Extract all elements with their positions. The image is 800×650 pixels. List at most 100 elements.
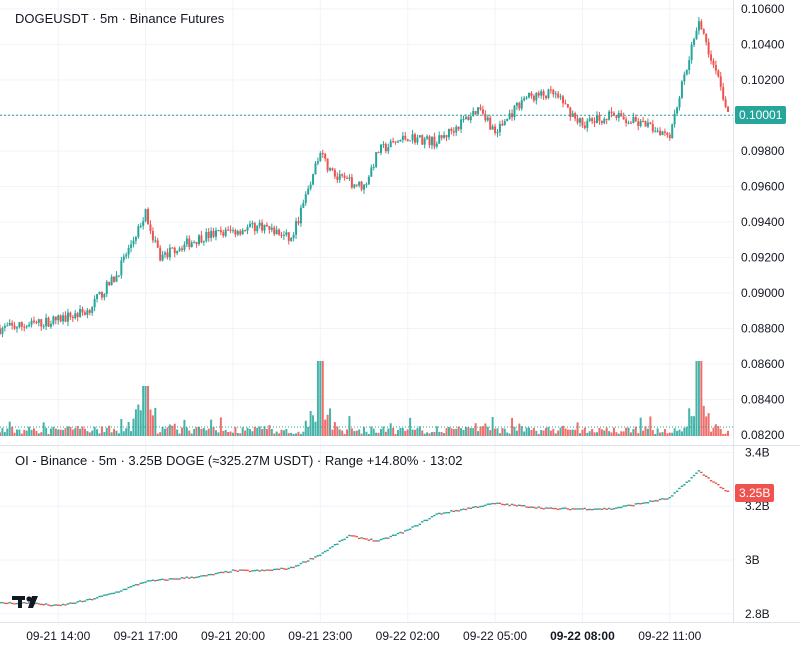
candle-body: [100, 291, 103, 298]
candle-body: [343, 175, 346, 178]
candle-body: [251, 223, 254, 225]
volume-bar: [620, 431, 623, 436]
volume-bar: [377, 432, 380, 436]
candle-body: [74, 313, 77, 319]
candle-body: [683, 74, 686, 82]
candle-body: [178, 248, 181, 251]
time-tick-label: 09-22 08:00: [550, 629, 615, 643]
candle-body: [438, 135, 441, 144]
volume-bar: [37, 433, 40, 436]
candle-body: [433, 136, 436, 147]
candle-body: [348, 177, 351, 179]
volume-bar: [598, 427, 601, 436]
volume-bar: [79, 428, 82, 436]
candle-body: [212, 230, 215, 237]
candle-body: [181, 248, 184, 250]
volume-bar: [76, 426, 79, 436]
candle-body: [32, 320, 35, 323]
tradingview-logo-icon[interactable]: [12, 596, 38, 608]
candle-body: [273, 227, 276, 235]
candle-body: [88, 310, 91, 313]
volume-bar: [435, 426, 438, 436]
candle-body: [549, 89, 552, 91]
candle-body: [168, 247, 171, 258]
candle-body: [241, 230, 244, 235]
volume-bar: [462, 429, 465, 436]
candle-body: [42, 326, 45, 328]
candle-body: [37, 319, 40, 323]
candle-body: [105, 281, 108, 294]
volume-bar: [193, 428, 196, 436]
candle-body: [193, 241, 196, 243]
volume-bar: [690, 416, 693, 436]
candle-body: [566, 103, 569, 108]
last-oi-badge: 3.25B: [735, 483, 775, 502]
candle-body: [321, 153, 324, 155]
time-tick-label: 09-22 05:00: [463, 629, 527, 643]
candle-body: [654, 131, 657, 133]
volume-bar: [251, 431, 254, 436]
volume-bar: [212, 427, 215, 436]
volume-bar: [86, 431, 89, 436]
candle-body: [450, 128, 453, 132]
candle-body: [96, 294, 99, 300]
candle-body: [540, 91, 543, 96]
volume-bar: [176, 429, 179, 436]
oi-tick-label: 2.8B: [745, 607, 770, 621]
volume-bar: [275, 431, 278, 436]
candle-body: [460, 119, 463, 130]
volume-bar: [605, 427, 608, 436]
candle-body: [358, 181, 361, 186]
volume-bar: [200, 428, 203, 436]
candle-body: [380, 144, 383, 153]
price-tick-label: 0.10600: [741, 2, 785, 16]
volume-bar: [321, 361, 324, 436]
volume-bar: [285, 428, 288, 436]
volume-bar: [537, 433, 540, 436]
candle-body: [515, 102, 518, 106]
volume-bar: [348, 416, 351, 436]
candle-body: [578, 118, 581, 123]
candle-body: [532, 95, 535, 101]
volume-bar: [105, 427, 108, 436]
volume-bar: [569, 429, 572, 436]
volume-bar: [355, 430, 358, 436]
candle-body: [562, 96, 565, 104]
price-tick-label: 0.09600: [741, 179, 785, 193]
volume-bar: [722, 433, 725, 436]
volume-bar: [622, 431, 625, 436]
volume-bar: [627, 427, 630, 436]
volume-bar: [265, 428, 268, 436]
candle-body: [219, 230, 222, 233]
candle-body: [122, 256, 125, 261]
candle-body: [491, 126, 494, 130]
volume-bar: [239, 433, 242, 436]
volume-bar: [549, 430, 552, 436]
candle-body: [695, 30, 698, 40]
candle-body: [719, 76, 722, 88]
candle-body: [52, 316, 55, 324]
candle-body: [297, 221, 300, 224]
candle-body: [341, 174, 344, 176]
volume-bar: [688, 408, 691, 436]
price-axis[interactable]: 0.106000.104000.102000.100000.098000.096…: [741, 2, 785, 442]
candle-body: [0, 328, 1, 334]
time-axis[interactable]: 09-21 14:00 09-21 17:00 09-21 20:00 09-21 2…: [26, 629, 701, 643]
oi-axis[interactable]: 3.4B 3.2B 3B 2.8B: [745, 445, 770, 621]
candle-body: [443, 135, 446, 138]
volume-bar: [219, 417, 222, 436]
volume-bar: [331, 429, 334, 436]
volume-bar: [295, 433, 298, 436]
volume-bar: [244, 430, 247, 436]
volume-bar: [6, 428, 9, 436]
candle-body: [20, 322, 23, 327]
candle-body: [367, 176, 370, 185]
volume-bar: [52, 426, 55, 436]
candle-body: [690, 44, 693, 61]
candle-body: [307, 188, 310, 195]
price-tick-label: 0.09400: [741, 215, 785, 229]
candle-body: [384, 144, 387, 152]
volume-bar: [35, 430, 38, 436]
volume-bar: [651, 430, 654, 436]
